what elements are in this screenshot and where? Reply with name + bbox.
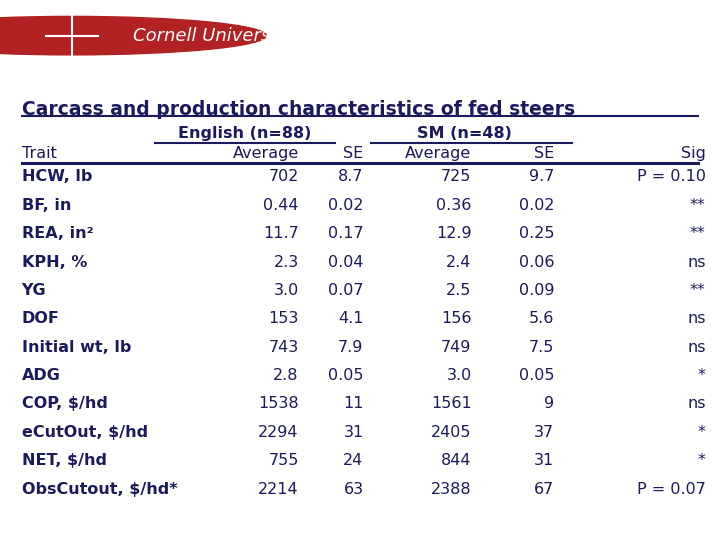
Text: 749: 749 bbox=[441, 340, 472, 355]
Text: ns: ns bbox=[687, 396, 706, 411]
Text: 0.04: 0.04 bbox=[328, 254, 364, 269]
Text: Average: Average bbox=[233, 146, 299, 160]
Text: COP, $/hd: COP, $/hd bbox=[22, 396, 107, 411]
Text: 2405: 2405 bbox=[431, 425, 472, 440]
Text: **: ** bbox=[690, 283, 706, 298]
Text: **: ** bbox=[690, 198, 706, 213]
Text: Carcass and production characteristics of fed steers: Carcass and production characteristics o… bbox=[22, 100, 575, 119]
Text: *: * bbox=[698, 453, 706, 468]
Text: 1538: 1538 bbox=[258, 396, 299, 411]
Text: ns: ns bbox=[687, 340, 706, 355]
Text: 844: 844 bbox=[441, 453, 472, 468]
Text: 63: 63 bbox=[343, 482, 364, 497]
Text: DOF: DOF bbox=[22, 312, 60, 326]
Text: 3.0: 3.0 bbox=[446, 368, 472, 383]
Text: 0.02: 0.02 bbox=[519, 198, 554, 213]
Text: Initial wt, lb: Initial wt, lb bbox=[22, 340, 131, 355]
Text: English (n=88): English (n=88) bbox=[178, 126, 312, 141]
Text: SE: SE bbox=[343, 146, 364, 160]
Text: 7.9: 7.9 bbox=[338, 340, 364, 355]
Text: Trait: Trait bbox=[22, 146, 56, 160]
Text: 31: 31 bbox=[343, 425, 364, 440]
Text: 37: 37 bbox=[534, 425, 554, 440]
Text: 0.02: 0.02 bbox=[328, 198, 364, 213]
Text: 0.09: 0.09 bbox=[519, 283, 554, 298]
Text: Cornell University: Cornell University bbox=[133, 26, 293, 45]
Text: 11.7: 11.7 bbox=[263, 226, 299, 241]
Text: 11: 11 bbox=[343, 396, 364, 411]
Text: 0.17: 0.17 bbox=[328, 226, 364, 241]
Text: ADG: ADG bbox=[22, 368, 60, 383]
Text: 24: 24 bbox=[343, 453, 364, 468]
Text: YG: YG bbox=[22, 283, 46, 298]
Text: 8.7: 8.7 bbox=[338, 170, 364, 184]
Text: 0.05: 0.05 bbox=[519, 368, 554, 383]
Text: 0.07: 0.07 bbox=[328, 283, 364, 298]
Text: 2388: 2388 bbox=[431, 482, 472, 497]
Text: HCW, lb: HCW, lb bbox=[22, 170, 92, 184]
Text: 2.3: 2.3 bbox=[274, 254, 299, 269]
Text: 2.4: 2.4 bbox=[446, 254, 472, 269]
Text: NET, $/hd: NET, $/hd bbox=[22, 453, 107, 468]
Text: REA, in²: REA, in² bbox=[22, 226, 93, 241]
Text: ns: ns bbox=[687, 312, 706, 326]
Text: 12.9: 12.9 bbox=[436, 226, 472, 241]
Text: Average: Average bbox=[405, 146, 472, 160]
Text: P = 0.07: P = 0.07 bbox=[636, 482, 706, 497]
Text: *: * bbox=[698, 425, 706, 440]
Text: Sig: Sig bbox=[680, 146, 706, 160]
Text: 67: 67 bbox=[534, 482, 554, 497]
Text: 0.44: 0.44 bbox=[264, 198, 299, 213]
Text: 743: 743 bbox=[269, 340, 299, 355]
Text: 755: 755 bbox=[269, 453, 299, 468]
Text: *: * bbox=[698, 368, 706, 383]
Text: 5.6: 5.6 bbox=[529, 312, 554, 326]
Text: 9: 9 bbox=[544, 396, 554, 411]
Text: 2214: 2214 bbox=[258, 482, 299, 497]
Text: **: ** bbox=[690, 226, 706, 241]
Text: KPH, %: KPH, % bbox=[22, 254, 87, 269]
Text: 4.1: 4.1 bbox=[338, 312, 364, 326]
Text: ns: ns bbox=[687, 254, 706, 269]
Text: SM (n=48): SM (n=48) bbox=[417, 126, 512, 141]
Text: BF, in: BF, in bbox=[22, 198, 71, 213]
Text: SE: SE bbox=[534, 146, 554, 160]
Text: 0.05: 0.05 bbox=[328, 368, 364, 383]
Text: 2294: 2294 bbox=[258, 425, 299, 440]
Text: 0.25: 0.25 bbox=[519, 226, 554, 241]
Text: 702: 702 bbox=[269, 170, 299, 184]
Circle shape bbox=[0, 16, 266, 55]
Text: 156: 156 bbox=[441, 312, 472, 326]
Text: 0.36: 0.36 bbox=[436, 198, 472, 213]
Text: 3.0: 3.0 bbox=[274, 283, 299, 298]
Text: 9.7: 9.7 bbox=[529, 170, 554, 184]
Text: P = 0.10: P = 0.10 bbox=[636, 170, 706, 184]
Text: eCutOut, $/hd: eCutOut, $/hd bbox=[22, 425, 148, 440]
Circle shape bbox=[0, 10, 331, 62]
Text: 153: 153 bbox=[269, 312, 299, 326]
Text: 2.5: 2.5 bbox=[446, 283, 472, 298]
Text: 7.5: 7.5 bbox=[529, 340, 554, 355]
Text: 31: 31 bbox=[534, 453, 554, 468]
Text: ObsCutout, $/hd*: ObsCutout, $/hd* bbox=[22, 482, 177, 497]
Text: 1561: 1561 bbox=[431, 396, 472, 411]
Text: 0.06: 0.06 bbox=[519, 254, 554, 269]
Text: 725: 725 bbox=[441, 170, 472, 184]
Text: 2.8: 2.8 bbox=[274, 368, 299, 383]
